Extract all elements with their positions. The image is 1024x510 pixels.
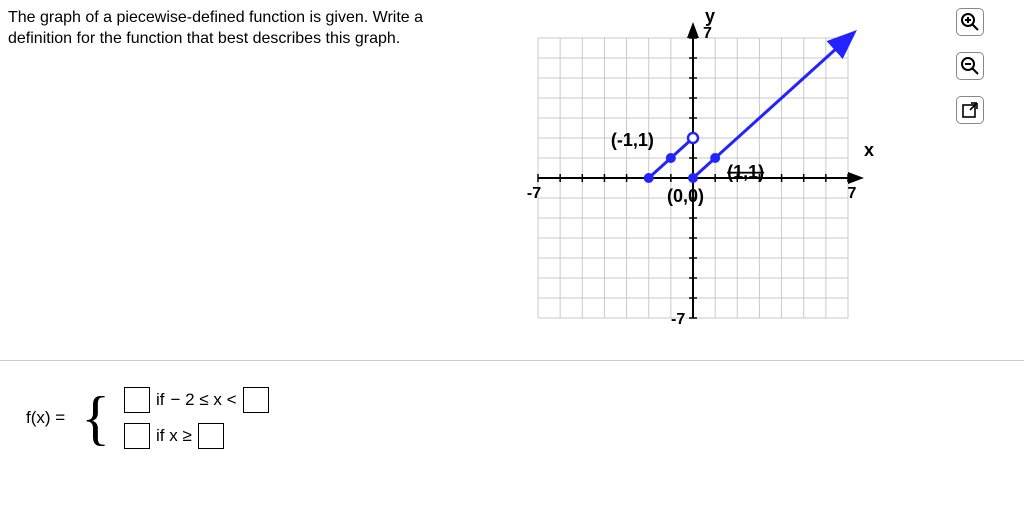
svg-text:7: 7	[703, 25, 712, 42]
zoom-in-button[interactable]	[956, 8, 984, 36]
svg-text:x: x	[864, 140, 874, 160]
if-text-2: if x ≥	[156, 426, 192, 446]
open-external-button[interactable]	[956, 96, 984, 124]
bound-blank-2[interactable]	[198, 423, 224, 449]
svg-text:(0,0): (0,0)	[667, 186, 704, 206]
svg-text:(1,1): (1,1)	[727, 162, 764, 182]
zoom-out-button[interactable]	[956, 52, 984, 80]
svg-text:y: y	[705, 8, 715, 26]
svg-text:-7: -7	[671, 311, 685, 328]
bound-blank-1[interactable]	[243, 387, 269, 413]
svg-text:7: 7	[848, 185, 857, 202]
piece-1: if − 2 ≤ x <	[124, 387, 269, 413]
function-lhs: f(x) =	[26, 408, 65, 428]
top-section: The graph of a piecewise-defined functio…	[0, 0, 1024, 352]
expr-blank-1[interactable]	[124, 387, 150, 413]
graph-area: -7 7 7 -7 y x (-1,1) (0,0) (1,1)	[448, 8, 878, 352]
piecewise-lines: if − 2 ≤ x < if x ≥	[124, 387, 269, 449]
svg-text:-7: -7	[527, 185, 541, 202]
question-prompt: The graph of a piecewise-defined functio…	[8, 8, 448, 352]
expr-blank-2[interactable]	[124, 423, 150, 449]
zoom-in-icon	[960, 12, 980, 32]
piece-2: if x ≥	[124, 423, 269, 449]
graph-plot: -7 7 7 -7 y x (-1,1) (0,0) (1,1)	[508, 8, 878, 348]
if-text-1: if	[156, 390, 165, 410]
svg-text:(-1,1): (-1,1)	[611, 130, 654, 150]
piecewise-brace: {	[81, 397, 110, 439]
tool-icons	[956, 8, 984, 124]
cond-text-1: − 2 ≤ x <	[171, 390, 237, 410]
zoom-out-icon	[960, 56, 980, 76]
answer-section: f(x) = { if − 2 ≤ x < if x ≥	[0, 361, 1024, 449]
open-external-icon	[961, 101, 979, 119]
